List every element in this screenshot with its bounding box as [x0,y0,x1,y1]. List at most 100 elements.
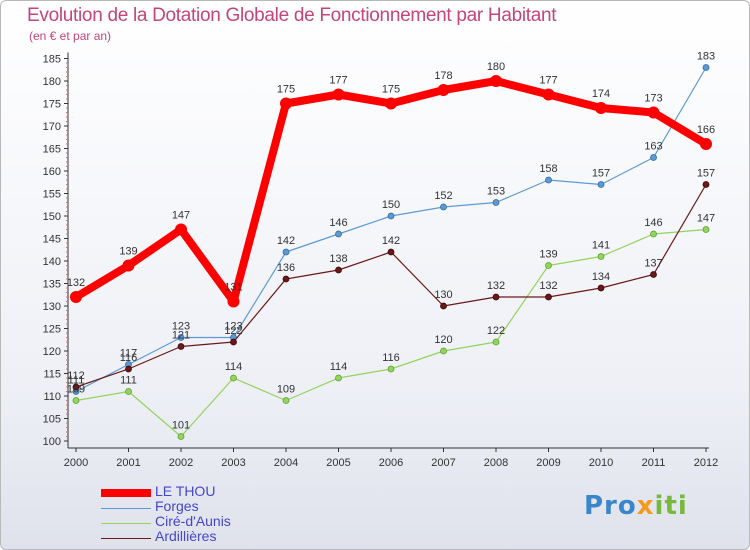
y-tick-label: 150 [43,211,61,223]
data-label: 109 [67,384,85,396]
data-label: 166 [697,124,715,136]
data-label: 183 [697,51,715,63]
y-tick-label: 175 [43,99,61,111]
data-label: 158 [539,163,557,175]
data-label: 122 [224,325,242,337]
data-point [702,181,710,188]
data-point [492,199,500,206]
data-label: 141 [592,240,610,252]
data-label: 147 [172,210,190,222]
data-point [437,84,450,96]
data-point [72,383,80,391]
legend-label: Ciré-d'Aunis [155,513,231,529]
proxiti-logo: Proxiti [584,491,688,521]
data-point [335,266,342,274]
data-label: 174 [592,88,610,100]
logo-part-1: Pro [584,491,637,521]
data-point [282,248,290,256]
data-point [125,388,132,395]
y-tick-label: 145 [43,234,61,246]
data-point [282,397,290,404]
data-label: 132 [67,277,85,289]
x-tick-label: 2007 [431,457,455,469]
series-line [72,77,710,306]
data-label: 131 [224,282,242,294]
data-point [702,226,710,233]
data-label: 114 [225,361,243,373]
data-label: 153 [487,186,505,198]
data-point [440,302,447,310]
y-tick-label: 165 [43,144,61,156]
data-labels-layer: 111 117 123 123 142 146 150 152 153 158 157 163 183 1… [67,51,715,432]
legend-swatch [101,537,151,539]
data-label: 175 [277,84,295,96]
x-tick-label: 2011 [642,457,666,469]
y-tick-label: 170 [43,121,61,133]
data-point [282,275,290,283]
x-tick-label: 2010 [589,457,613,469]
data-label: 111 [120,375,137,387]
y-tick-label: 125 [43,324,61,336]
y-tick-label: 110 [43,391,61,403]
data-point [490,75,502,87]
data-point [332,88,345,101]
data-label: 157 [592,168,610,180]
x-tick-label: 2004 [274,457,298,469]
data-label: 114 [330,361,348,373]
y-tick-label: 130 [43,301,61,313]
legend-swatch [101,507,151,509]
x-tick-label: 2008 [484,457,508,469]
data-point [125,365,132,373]
data-label: 142 [382,235,400,247]
data-point [177,433,185,440]
legend-swatch [101,489,151,497]
data-point [280,97,292,110]
series-ardilli-res [72,181,710,391]
series-le-thou [70,75,712,308]
x-tick-label: 2006 [379,457,403,469]
data-point [230,374,237,382]
series-line [75,66,707,393]
data-label: 101 [172,420,190,432]
data-label: 142 [277,235,295,247]
series-layer [70,64,712,440]
data-label: 116 [382,352,400,364]
data-point [597,284,605,292]
data-label: 130 [434,289,452,301]
data-point [545,262,552,269]
data-label: 146 [329,217,347,229]
data-point [545,176,552,184]
data-point [597,253,605,260]
data-point [177,343,185,350]
data-label: 132 [539,280,557,292]
data-point [230,338,237,346]
data-point [542,88,555,101]
data-label: 134 [592,271,610,283]
data-label: 152 [434,190,452,202]
data-point [175,223,187,236]
logo-part-2: x [636,491,655,521]
data-point [647,106,660,119]
series-cir-d-aunis [72,226,710,440]
data-label: 173 [644,93,662,105]
data-label: 116 [120,352,138,364]
data-point [122,259,135,272]
y-tick-label: 180 [43,76,61,88]
data-point [545,293,552,301]
x-tick-label: 2002 [169,457,193,469]
data-point [335,374,342,382]
data-label: 137 [644,258,662,270]
x-tick-label: 2000 [64,457,88,469]
series-line [75,228,707,438]
data-label: 112 [67,370,85,382]
data-point [177,334,185,341]
y-tick-label: 100 [43,436,61,448]
data-point [387,248,395,256]
data-label: 147 [697,213,715,225]
data-label: 178 [434,70,452,82]
chart-title: Evolution de la Dotation Globale de Fonc… [27,5,557,26]
data-point [335,230,342,238]
data-point [702,64,710,71]
data-point [595,102,607,114]
